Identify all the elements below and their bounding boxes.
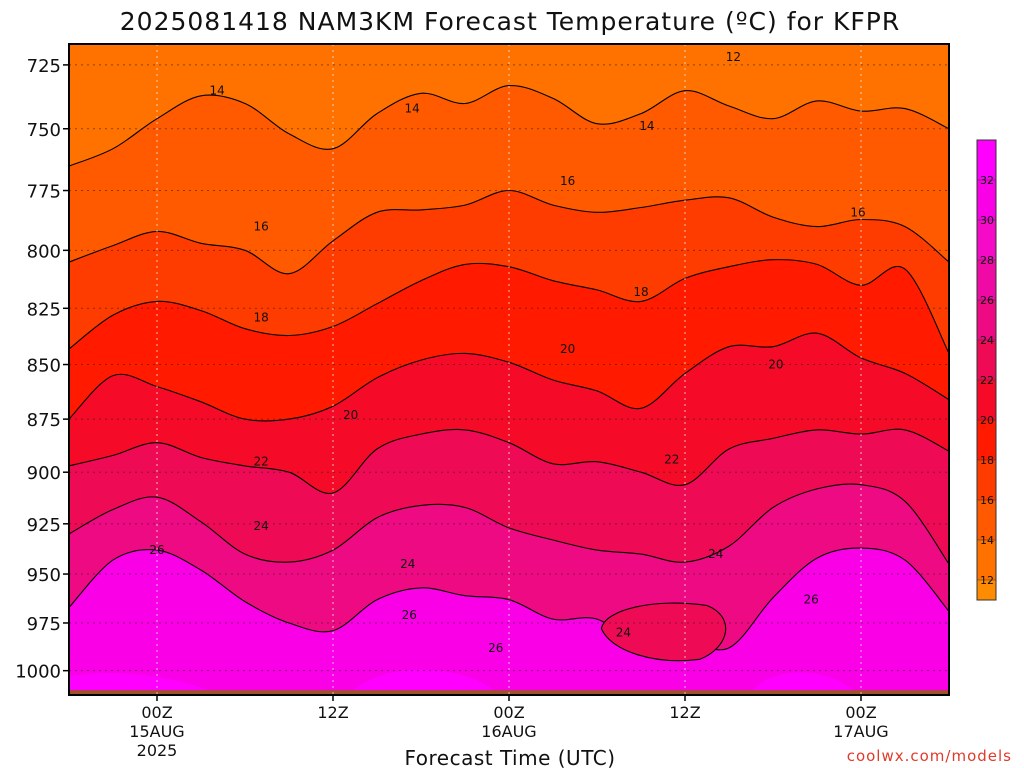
x-tick-label-0-1: 15AUG — [129, 722, 184, 741]
colorbar: 12 14 16 18 20 22 24 26 28 30 32 — [976, 139, 997, 601]
colorbar-label-14: 14 — [980, 534, 994, 547]
colorbar-swatch-11 — [977, 140, 996, 180]
warm-pocket-2 — [349, 669, 499, 695]
colorbar-label-24: 24 — [980, 334, 994, 347]
contour-label-21: 26 — [803, 593, 818, 607]
contour-label-1: 14 — [209, 84, 224, 98]
contour-label-13: 22 — [664, 453, 679, 467]
contour-label-8: 18 — [633, 285, 648, 299]
credit-link[interactable]: coolwx.com/models — [847, 747, 1012, 765]
grid-layer — [69, 44, 949, 695]
colorbar-swatch-7 — [977, 300, 996, 340]
contour-label-20: 26 — [488, 641, 503, 655]
warm-pocket-3 — [749, 672, 859, 695]
contour-label-11: 20 — [768, 358, 783, 372]
x-tick-label-4-1: 17AUG — [833, 722, 888, 741]
isotherm-16 — [69, 189, 949, 275]
temp-band-14 — [69, 44, 949, 167]
x-tick-label-2-1: 16AUG — [481, 722, 536, 741]
colorbar-swatch-5 — [977, 380, 996, 420]
x-tick-label-0-0: 00Z — [141, 703, 172, 722]
colorbar-label-18: 18 — [980, 454, 994, 467]
contour-label-18: 26 — [149, 543, 164, 557]
x-tick-label-4-0: 00Z — [845, 703, 876, 722]
isotherm-18 — [69, 259, 949, 354]
contour-label-19: 26 — [402, 608, 417, 622]
colorbar-swatch-6 — [977, 340, 996, 380]
colorbar-swatch-4 — [977, 420, 996, 460]
contour-label-17: 24 — [616, 626, 631, 640]
colorbar-swatch-2 — [977, 500, 996, 540]
y-tick-label-750: 750 — [27, 120, 61, 141]
isotherm-24 — [69, 483, 949, 565]
contour-label-3: 14 — [639, 119, 654, 133]
y-tick-label-925: 925 — [27, 515, 61, 536]
isotherm-14 — [69, 85, 949, 167]
colorbar-label-30: 30 — [980, 214, 994, 227]
colorbar-label-20: 20 — [980, 414, 994, 427]
colorbar-swatch-1 — [977, 540, 996, 580]
colorbar-swatch-10 — [977, 180, 996, 220]
colorbar-label-28: 28 — [980, 254, 994, 267]
y-tick-label-900: 900 — [27, 463, 61, 484]
contour-label-6: 16 — [850, 205, 865, 219]
contour-label-9: 20 — [343, 408, 358, 422]
colorbar-label-22: 22 — [980, 374, 994, 387]
contour-label-layer: 12 14 14 14 16 16 16 18 18 20 20 20 22 22 24 24 24 24 26 26… — [149, 50, 865, 655]
contour-label-5: 16 — [560, 174, 575, 188]
y-axis: 725 750 775 800 825 850 875 900 925 950 975 1000 — [15, 56, 69, 683]
warm-pocket-1 — [69, 673, 219, 695]
contour-label-14: 24 — [253, 519, 268, 533]
colorbar-swatch-3 — [977, 460, 996, 500]
x-tick-label-0-2: 2025 — [137, 741, 178, 760]
isotherm-layer — [69, 44, 949, 662]
colorbar-swatch-8 — [977, 260, 996, 300]
contour-label-4: 16 — [253, 220, 268, 234]
contour-label-15: 24 — [400, 557, 415, 571]
colorbar-swatch-9 — [977, 220, 996, 260]
colorbar-label-12: 12 — [980, 574, 994, 587]
contour-label-16: 24 — [708, 547, 723, 561]
y-tick-label-875: 875 — [27, 410, 61, 431]
x-tick-label-3-0: 12Z — [669, 703, 700, 722]
contour-label-0: 12 — [726, 50, 741, 64]
y-tick-label-775: 775 — [27, 182, 61, 203]
contour-label-2: 14 — [405, 102, 420, 116]
y-tick-label-825: 825 — [27, 299, 61, 320]
y-tick-label-850: 850 — [27, 356, 61, 377]
x-tick-label-2-0: 00Z — [493, 703, 524, 722]
colorbar-label-16: 16 — [980, 494, 994, 507]
isotherm-26 — [69, 547, 949, 651]
y-tick-label-725: 725 — [27, 56, 61, 77]
contour-label-7: 18 — [253, 310, 268, 324]
contour-label-12: 22 — [253, 455, 268, 469]
colorbar-frame — [976, 139, 997, 601]
x-tick-label-1-0: 12Z — [317, 703, 348, 722]
y-tick-label-800: 800 — [27, 241, 61, 262]
contour-label-10: 20 — [560, 342, 575, 356]
y-tick-label-1000: 1000 — [15, 662, 61, 683]
isotherm-12 — [755, 44, 789, 45]
colorbar-label-32: 32 — [980, 174, 994, 187]
colorbar-label-26: 26 — [980, 294, 994, 307]
isotherm-24-pocket — [600, 602, 727, 662]
y-tick-label-975: 975 — [27, 614, 61, 635]
y-tick-label-950: 950 — [27, 565, 61, 586]
x-axis-label: Forecast Time (UTC) — [404, 746, 615, 768]
isotherm-22 — [69, 428, 949, 494]
colorbar-swatch-0 — [977, 580, 996, 600]
chart-title: 2025081418 NAM3KM Forecast Temperature (… — [120, 7, 900, 36]
